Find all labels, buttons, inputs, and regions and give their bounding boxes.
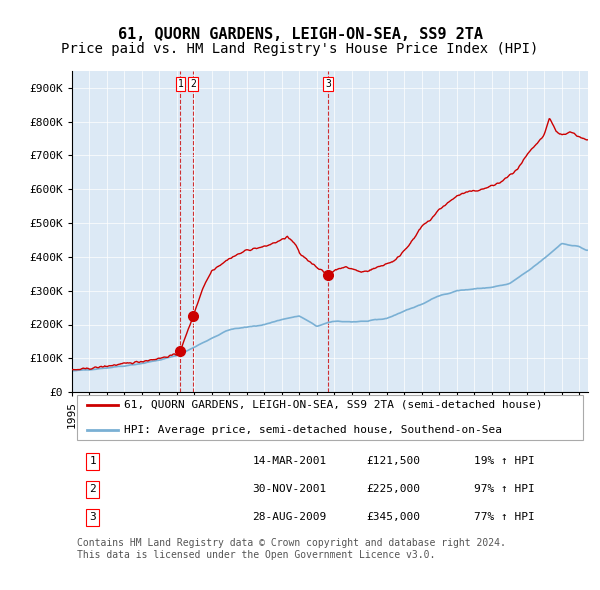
Text: £225,000: £225,000 [366,484,420,494]
Text: 61, QUORN GARDENS, LEIGH-ON-SEA, SS9 2TA: 61, QUORN GARDENS, LEIGH-ON-SEA, SS9 2TA [118,27,482,41]
Text: £345,000: £345,000 [366,512,420,522]
Text: 2: 2 [190,79,196,89]
Text: Contains HM Land Registry data © Crown copyright and database right 2024.
This d: Contains HM Land Registry data © Crown c… [77,538,506,560]
Text: 14-MAR-2001: 14-MAR-2001 [253,457,327,467]
Text: Price paid vs. HM Land Registry's House Price Index (HPI): Price paid vs. HM Land Registry's House … [61,42,539,57]
Text: £121,500: £121,500 [366,457,420,467]
FancyBboxPatch shape [77,395,583,440]
Text: 2: 2 [89,484,96,494]
Text: 3: 3 [89,512,96,522]
Text: HPI: Average price, semi-detached house, Southend-on-Sea: HPI: Average price, semi-detached house,… [124,425,502,435]
Text: 19% ↑ HPI: 19% ↑ HPI [475,457,535,467]
Text: 1: 1 [89,457,96,467]
Text: 3: 3 [325,79,331,89]
Text: 1: 1 [178,79,184,89]
Text: 28-AUG-2009: 28-AUG-2009 [253,512,327,522]
Text: 61, QUORN GARDENS, LEIGH-ON-SEA, SS9 2TA (semi-detached house): 61, QUORN GARDENS, LEIGH-ON-SEA, SS9 2TA… [124,400,542,410]
Text: 97% ↑ HPI: 97% ↑ HPI [475,484,535,494]
Text: 30-NOV-2001: 30-NOV-2001 [253,484,327,494]
Text: 77% ↑ HPI: 77% ↑ HPI [475,512,535,522]
